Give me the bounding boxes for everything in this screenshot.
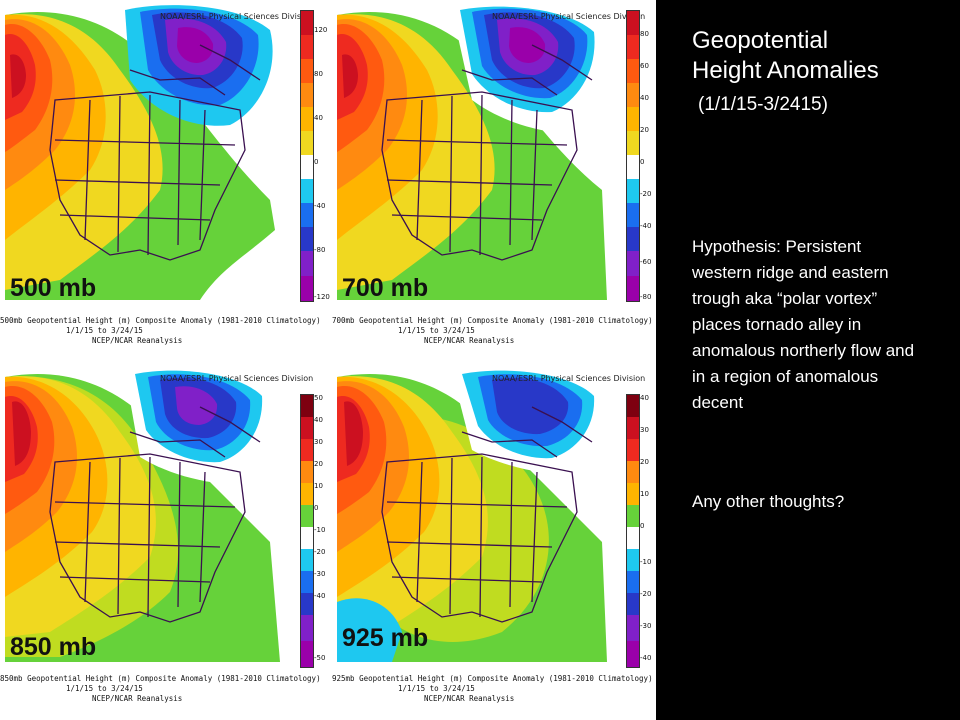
colorbar-tick: -30	[314, 570, 326, 578]
map-panel-500mb: NOAA/ESRL Physical Sciences Division 120…	[0, 0, 330, 355]
colorbar-tick: -20	[640, 590, 652, 598]
colorbar-tick: 80	[640, 30, 649, 38]
colorbar-tick: -50	[314, 654, 326, 662]
map-panel-925mb: NOAA/ESRL Physical Sciences Division 40 …	[332, 362, 657, 717]
colorbar-tick: 20	[640, 126, 649, 134]
colorbar-tick: -30	[640, 622, 652, 630]
colorbar	[300, 10, 314, 302]
colorbar-tick: 50	[314, 394, 323, 402]
colorbar-tick: 20	[640, 458, 649, 466]
colorbar-tick: 20	[314, 460, 323, 468]
colorbar-tick: 0	[640, 522, 645, 530]
colorbar-tick: 0	[640, 158, 645, 166]
map-caption: 850mb Geopotential Height (m) Composite …	[0, 674, 321, 683]
map-source: NCEP/NCAR Reanalysis	[92, 694, 183, 703]
colorbar-tick: -40	[314, 592, 326, 600]
colorbar-tick: 40	[640, 94, 649, 102]
map-caption: 700mb Geopotential Height (m) Composite …	[332, 316, 653, 325]
colorbar-tick: -10	[314, 526, 326, 534]
map-dates: 1/1/15 to 3/24/15	[66, 326, 143, 335]
map-dates: 1/1/15 to 3/24/15	[398, 684, 475, 693]
colorbar-tick: 80	[314, 70, 323, 78]
anomaly-map-850mb	[0, 362, 295, 672]
colorbar-tick: 30	[640, 426, 649, 434]
colorbar-tick: -40	[314, 202, 326, 210]
colorbar-tick: 10	[640, 490, 649, 498]
colorbar-tick: 60	[640, 62, 649, 70]
hypothesis-text: Hypothesis: Persistent western ridge and…	[692, 237, 915, 412]
map-source: NCEP/NCAR Reanalysis	[424, 694, 515, 703]
colorbar-tick: -20	[314, 548, 326, 556]
colorbar-tick: 40	[640, 394, 649, 402]
map-dates: 1/1/15 to 3/24/15	[66, 684, 143, 693]
map-source: NCEP/NCAR Reanalysis	[424, 336, 515, 345]
credit-text: NOAA/ESRL Physical Sciences Division	[160, 374, 314, 383]
slide-title-line2: Height Anomalies	[692, 57, 879, 84]
map-dates: 1/1/15 to 3/24/15	[398, 326, 475, 335]
colorbar-tick: -20	[640, 190, 652, 198]
colorbar-tick: 0	[314, 158, 319, 166]
colorbar-tick: -60	[640, 258, 652, 266]
map-panel-850mb: NOAA/ESRL Physical Sciences Division 50 …	[0, 362, 325, 717]
map-caption: 925mb Geopotential Height (m) Composite …	[332, 674, 653, 683]
level-label: 850 mb	[10, 633, 97, 661]
credit-text: NOAA/ESRL Physical Sciences Division	[492, 12, 646, 21]
map-panel-700mb: NOAA/ESRL Physical Sciences Division 80 …	[332, 0, 657, 355]
colorbar	[626, 394, 640, 668]
colorbar	[626, 10, 640, 302]
colorbar-tick: -40	[640, 222, 652, 230]
anomaly-map-500mb	[0, 0, 295, 310]
colorbar-tick: 0	[314, 504, 319, 512]
colorbar-tick: 40	[314, 114, 323, 122]
date-range: (1/1/15-3/2415)	[698, 94, 828, 115]
level-label: 500 mb	[10, 274, 97, 302]
colorbar-tick: -10	[640, 558, 652, 566]
slide-title-line1: Geopotential	[692, 27, 829, 54]
colorbar-tick: -80	[640, 293, 652, 301]
colorbar-tick: -80	[314, 246, 326, 254]
anomaly-map-925mb	[332, 362, 622, 672]
map-source: NCEP/NCAR Reanalysis	[92, 336, 183, 345]
colorbar-tick: 120	[314, 26, 328, 34]
question-text: Any other thoughts?	[692, 492, 845, 511]
colorbar-tick: 10	[314, 482, 323, 490]
level-label: 700 mb	[342, 274, 429, 302]
colorbar-tick: 30	[314, 438, 323, 446]
colorbar	[300, 394, 314, 668]
colorbar-tick: 40	[314, 416, 323, 424]
credit-text: NOAA/ESRL Physical Sciences Division	[492, 374, 646, 383]
anomaly-map-700mb	[332, 0, 622, 310]
credit-text: NOAA/ESRL Physical Sciences Division	[160, 12, 314, 21]
level-label: 925 mb	[342, 624, 429, 652]
map-caption: 500mb Geopotential Height (m) Composite …	[0, 316, 321, 325]
colorbar-tick: -120	[314, 293, 330, 301]
text-sidebar: Geopotential Height Anomalies (1/1/15-3/…	[656, 0, 960, 720]
colorbar-tick: -40	[640, 654, 652, 662]
